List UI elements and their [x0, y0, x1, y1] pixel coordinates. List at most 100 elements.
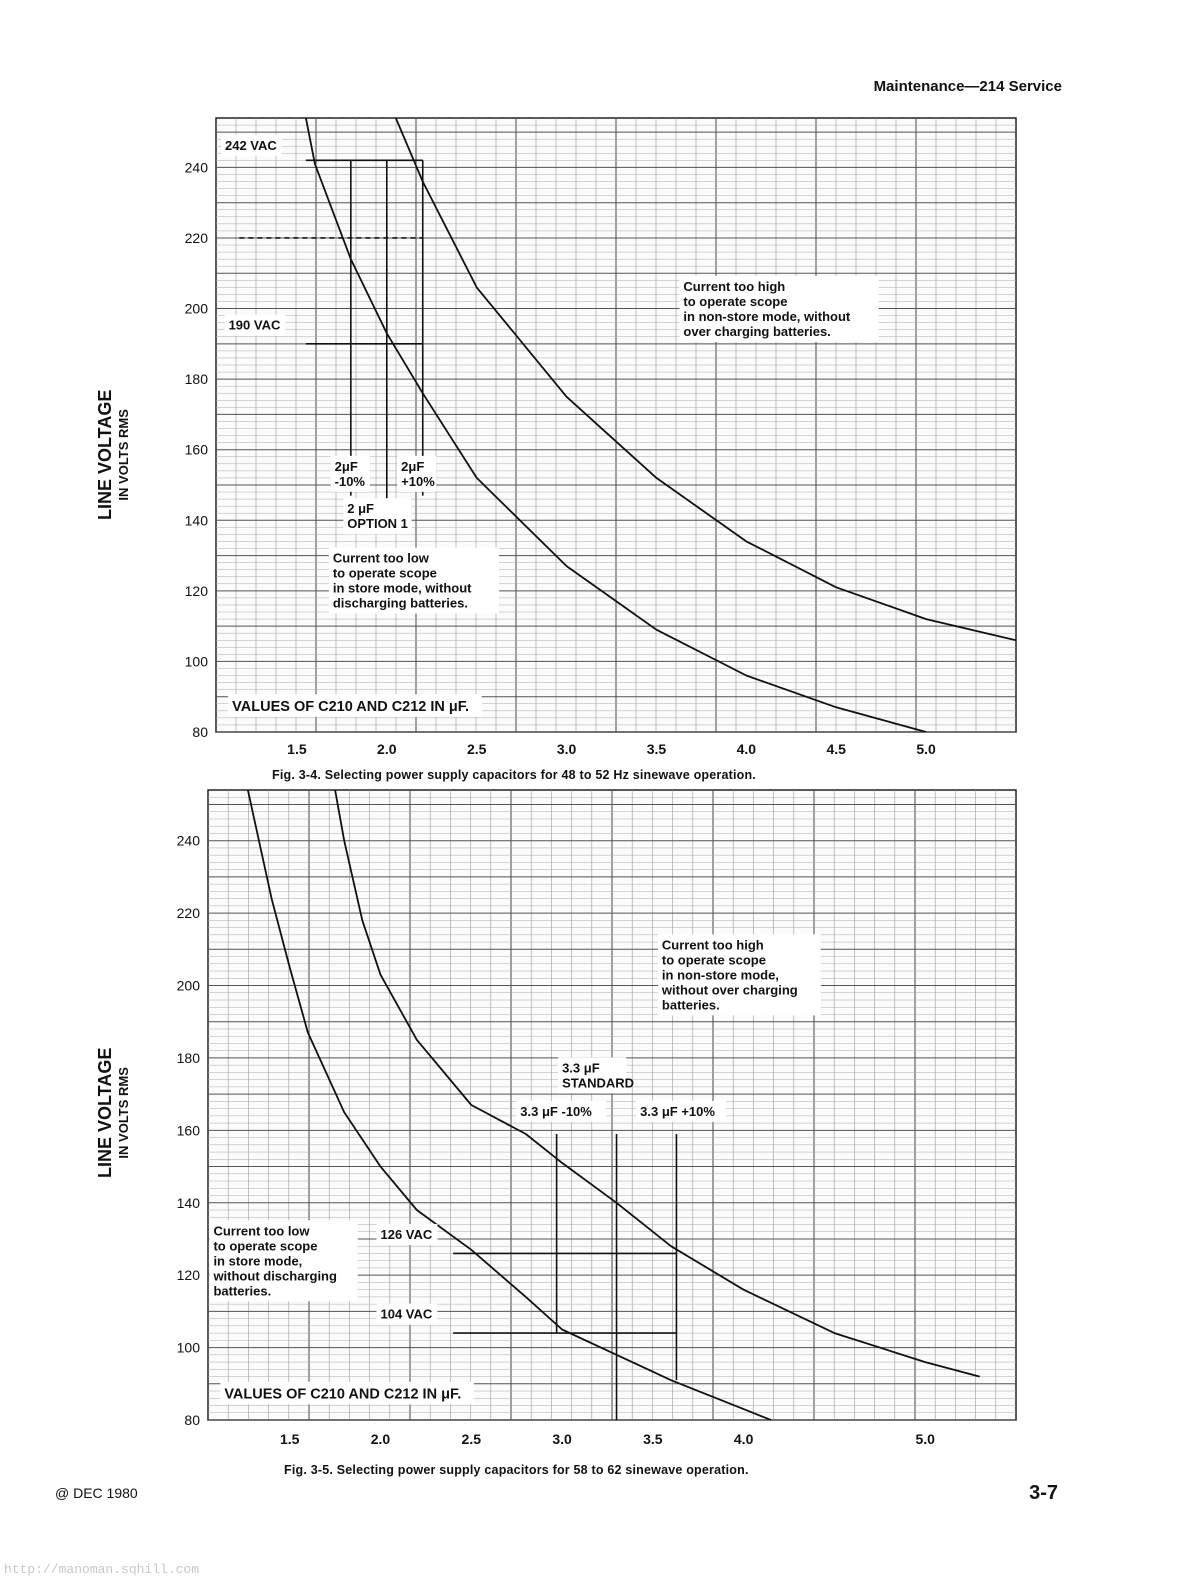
annotation-text: without discharging: [212, 1268, 337, 1283]
annotation-box: [328, 547, 500, 614]
annotation: 104 VAC: [376, 1303, 438, 1325]
y-tick-label: 180: [177, 1050, 201, 1066]
fig2-grid: [207, 789, 1017, 1421]
x-tick-label: 2.5: [462, 1431, 482, 1447]
fig1-grid: [215, 117, 1017, 733]
annotation-text: Current too low: [333, 551, 430, 566]
x-tick-label: 3.0: [552, 1431, 572, 1447]
annotation-box: [516, 1100, 607, 1122]
x-tick-label: 3.5: [647, 741, 667, 757]
x-tick-label: 3.0: [557, 741, 577, 757]
series-line-upper: [334, 790, 980, 1378]
annotation-text: batteries.: [213, 1283, 271, 1298]
x-tick-label: 2.5: [467, 741, 487, 757]
annotation-text: to operate scope: [213, 1238, 317, 1253]
annotation-text: to operate scope: [662, 952, 766, 967]
annotation-text: -10%: [335, 474, 366, 489]
annotation-box: [558, 1057, 627, 1094]
annotation-text: VALUES OF C210 AND C212 IN μF.: [224, 1386, 461, 1402]
annotation-text: VALUES OF C210 AND C212 IN μF.: [232, 699, 469, 715]
y-tick-label: 140: [185, 512, 209, 528]
annotation-text: 2 μF: [347, 501, 374, 516]
page-header: Maintenance—214 Service: [873, 78, 1062, 95]
annotation-box: [330, 455, 370, 492]
annotation-text: 2μF: [335, 459, 358, 474]
y-tick-label: 200: [177, 978, 201, 994]
y-tick-label: 100: [185, 653, 209, 669]
fig2-y-axis-label: LINE VOLTAGE IN VOLTS RMS: [95, 1048, 131, 1178]
y-tick-label: 120: [177, 1267, 201, 1283]
y-tick-label: 220: [177, 905, 201, 921]
x-tick-label: 4.0: [737, 741, 757, 757]
annotation-box: [220, 134, 282, 156]
annotation-text: over charging batteries.: [683, 324, 830, 339]
y-tick-label: 80: [192, 724, 208, 740]
fig1-y-axis-title: LINE VOLTAGE: [95, 389, 115, 520]
annotation-text: to operate scope: [333, 566, 437, 581]
y-tick-label: 160: [177, 1122, 201, 1138]
annotation-text: 242 VAC: [225, 138, 277, 153]
annotation-text: 3.3 μF: [562, 1060, 600, 1075]
annotation-text: batteries.: [662, 997, 720, 1012]
annotation: VALUES OF C210 AND C212 IN μF.: [228, 694, 482, 717]
x-tick-label: 1.5: [280, 1431, 300, 1447]
y-tick-label: 180: [185, 371, 209, 387]
annotation-box: [657, 934, 821, 1016]
annotation: 190 VAC: [224, 314, 286, 336]
y-tick-label: 120: [185, 583, 209, 599]
annotation-box: [376, 1303, 438, 1325]
x-tick-label: 4.0: [734, 1431, 754, 1447]
x-tick-label: 5.0: [916, 741, 936, 757]
x-tick-label: 5.0: [915, 1431, 935, 1447]
annotation-text: 104 VAC: [380, 1307, 432, 1322]
x-tick-label: 1.5: [287, 741, 307, 757]
watermark-url: http://manoman.sqhill.com: [4, 1562, 200, 1577]
annotation: 3.3 μF -10%: [516, 1100, 607, 1122]
y-tick-label: 240: [185, 159, 209, 175]
annotation-text: 126 VAC: [380, 1227, 432, 1242]
fig1-y-axis-subtitle: IN VOLTS RMS: [116, 409, 131, 501]
fig2-y-axis-subtitle: IN VOLTS RMS: [116, 1067, 131, 1159]
annotation-text: 190 VAC: [229, 318, 281, 333]
annotation-box: [220, 1381, 474, 1405]
annotation-text: STANDARD: [562, 1075, 634, 1090]
x-tick-label: 3.5: [643, 1431, 663, 1447]
fig-3-4-caption: Fig. 3-4. Selecting power supply capacit…: [272, 768, 756, 782]
fig-3-4-chart: 80 100 120 140 160 180 200 220 240 1.5 2.0 2.5 3.0 3.…: [185, 117, 1017, 757]
annotation-text: +10%: [401, 474, 435, 489]
annotation-text: without over charging: [661, 982, 798, 997]
annotation: 2μF-10%: [330, 455, 370, 492]
y-tick-label: 220: [185, 230, 209, 246]
series-line-upper: [394, 118, 1016, 642]
series-line-lower: [247, 790, 772, 1420]
y-tick-label: 100: [177, 1340, 201, 1356]
annotation-box: [209, 1220, 358, 1302]
annotation-text: Current too high: [662, 937, 764, 952]
footer-date: @ DEC 1980: [55, 1485, 138, 1501]
annotation-text: Current too high: [683, 279, 785, 294]
y-tick-label: 240: [177, 833, 201, 849]
annotation-text: Current too low: [213, 1223, 310, 1238]
annotation-text: 2μF: [401, 459, 424, 474]
y-tick-label: 200: [185, 301, 209, 317]
annotation-text: in non-store mode,: [662, 967, 779, 982]
y-tick-label: 160: [185, 442, 209, 458]
y-tick-label: 140: [177, 1195, 201, 1211]
annotation-text: OPTION 1: [347, 516, 408, 531]
annotation-text: in non-store mode, without: [683, 309, 850, 324]
annotation-box: [376, 1223, 438, 1245]
annotation: 126 VAC: [376, 1223, 438, 1245]
annotation: VALUES OF C210 AND C212 IN μF.: [220, 1381, 474, 1405]
fig-3-5-caption: Fig. 3-5. Selecting power supply capacit…: [284, 1463, 749, 1477]
x-tick-label: 2.0: [371, 1431, 391, 1447]
fig2-y-axis-title: LINE VOLTAGE: [95, 1047, 115, 1178]
annotation-box: [397, 455, 437, 492]
annotation-text: in store mode, without: [333, 581, 472, 596]
annotation-box: [228, 694, 482, 717]
annotation-text: in store mode,: [213, 1253, 302, 1268]
annotation-box: [343, 498, 412, 535]
